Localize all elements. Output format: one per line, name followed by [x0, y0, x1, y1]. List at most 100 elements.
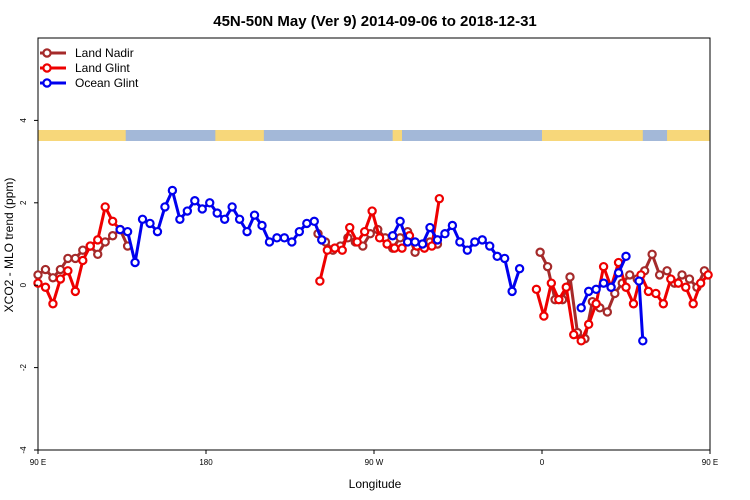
- data-point: [703, 270, 713, 280]
- data-point: [63, 266, 73, 276]
- data-point: [309, 216, 319, 227]
- y-axis-label: XCO2 - MLO trend (ppm): [2, 178, 16, 313]
- data-point: [40, 264, 51, 275]
- ocean-band: [38, 130, 710, 141]
- data-point: [621, 282, 631, 292]
- series-ocean-glint: [115, 185, 648, 346]
- data-point: [48, 299, 58, 309]
- data-point: [234, 214, 245, 224]
- data-point: [70, 286, 81, 297]
- data-point: [175, 214, 185, 224]
- data-point: [33, 270, 43, 280]
- data-point: [367, 206, 377, 216]
- data-point: [205, 198, 215, 208]
- data-point: [337, 245, 347, 255]
- data-point: [100, 237, 110, 247]
- data-point: [93, 235, 103, 245]
- data-point: [257, 220, 267, 231]
- data-point: [294, 226, 305, 237]
- data-point: [499, 253, 510, 264]
- data-point: [440, 228, 450, 239]
- data-point: [374, 233, 385, 243]
- data-point: [287, 237, 297, 247]
- data-point: [554, 294, 564, 305]
- data-point: [55, 274, 66, 284]
- data-point: [583, 286, 594, 297]
- chart-title: 45N-50N May (Ver 9) 2014-09-06 to 2018-1…: [213, 13, 537, 30]
- data-point: [330, 243, 340, 253]
- data-point: [145, 218, 155, 229]
- data-point: [249, 210, 260, 220]
- data-point: [638, 336, 648, 346]
- data-point: [197, 204, 207, 214]
- data-point: [70, 253, 81, 264]
- data-point: [613, 268, 624, 278]
- data-point: [576, 303, 586, 313]
- y-tick-label: 2: [19, 200, 28, 205]
- data-point: [455, 237, 465, 247]
- data-point: [137, 214, 148, 224]
- data-point: [470, 237, 480, 247]
- legend-marker: [42, 78, 52, 88]
- data-point: [485, 241, 495, 251]
- data-point: [591, 299, 601, 309]
- legend-label: Ocean Glint: [75, 76, 139, 90]
- data-point: [279, 233, 290, 243]
- data-point: [402, 237, 413, 247]
- data-point: [432, 235, 443, 245]
- data-point: [621, 251, 631, 262]
- data-point: [634, 276, 644, 286]
- data-point: [302, 218, 312, 229]
- land-band: [392, 130, 402, 141]
- data-point: [427, 241, 437, 251]
- x-tick-label: 0: [540, 458, 545, 467]
- series-land-glint: [33, 193, 713, 346]
- data-point: [462, 245, 473, 255]
- data-point: [395, 216, 405, 227]
- data-point: [546, 278, 557, 288]
- y-tick-label: -4: [19, 446, 28, 454]
- y-tick-label: 4: [19, 118, 28, 123]
- data-point: [382, 239, 392, 249]
- data-point: [55, 264, 66, 275]
- legend-label: Land Glint: [75, 61, 130, 75]
- data-point: [565, 272, 575, 282]
- data-point: [477, 235, 487, 245]
- data-point: [417, 239, 428, 249]
- data-point: [387, 231, 398, 241]
- data-point: [535, 247, 545, 257]
- data-point: [591, 284, 601, 295]
- data-point: [677, 270, 687, 280]
- land-band: [542, 130, 643, 141]
- x-axis-label: Longitude: [349, 477, 402, 491]
- y-tick-label: -2: [19, 363, 28, 371]
- data-point: [40, 282, 51, 292]
- data-point: [100, 202, 110, 212]
- data-point: [434, 193, 445, 204]
- data-point: [492, 251, 502, 262]
- data-point: [115, 224, 125, 235]
- data-point: [658, 299, 669, 309]
- data-point: [542, 261, 553, 272]
- data-point: [651, 288, 661, 299]
- land-band: [667, 130, 710, 141]
- data-point: [122, 226, 133, 237]
- x-tick-label: 180: [199, 458, 213, 467]
- data-point: [539, 311, 549, 321]
- data-point: [673, 278, 683, 288]
- data-point: [345, 222, 355, 233]
- data-point: [583, 319, 594, 330]
- data-point: [684, 274, 695, 284]
- data-point: [389, 243, 400, 253]
- data-point: [152, 226, 163, 237]
- data-point: [688, 299, 698, 309]
- data-point: [397, 243, 407, 253]
- x-tick-label: 90 E: [702, 458, 718, 467]
- legend-label: Land Nadir: [75, 46, 134, 60]
- data-point: [190, 196, 200, 206]
- legend-marker: [42, 63, 52, 73]
- data-point: [395, 233, 405, 243]
- data-point: [160, 202, 170, 212]
